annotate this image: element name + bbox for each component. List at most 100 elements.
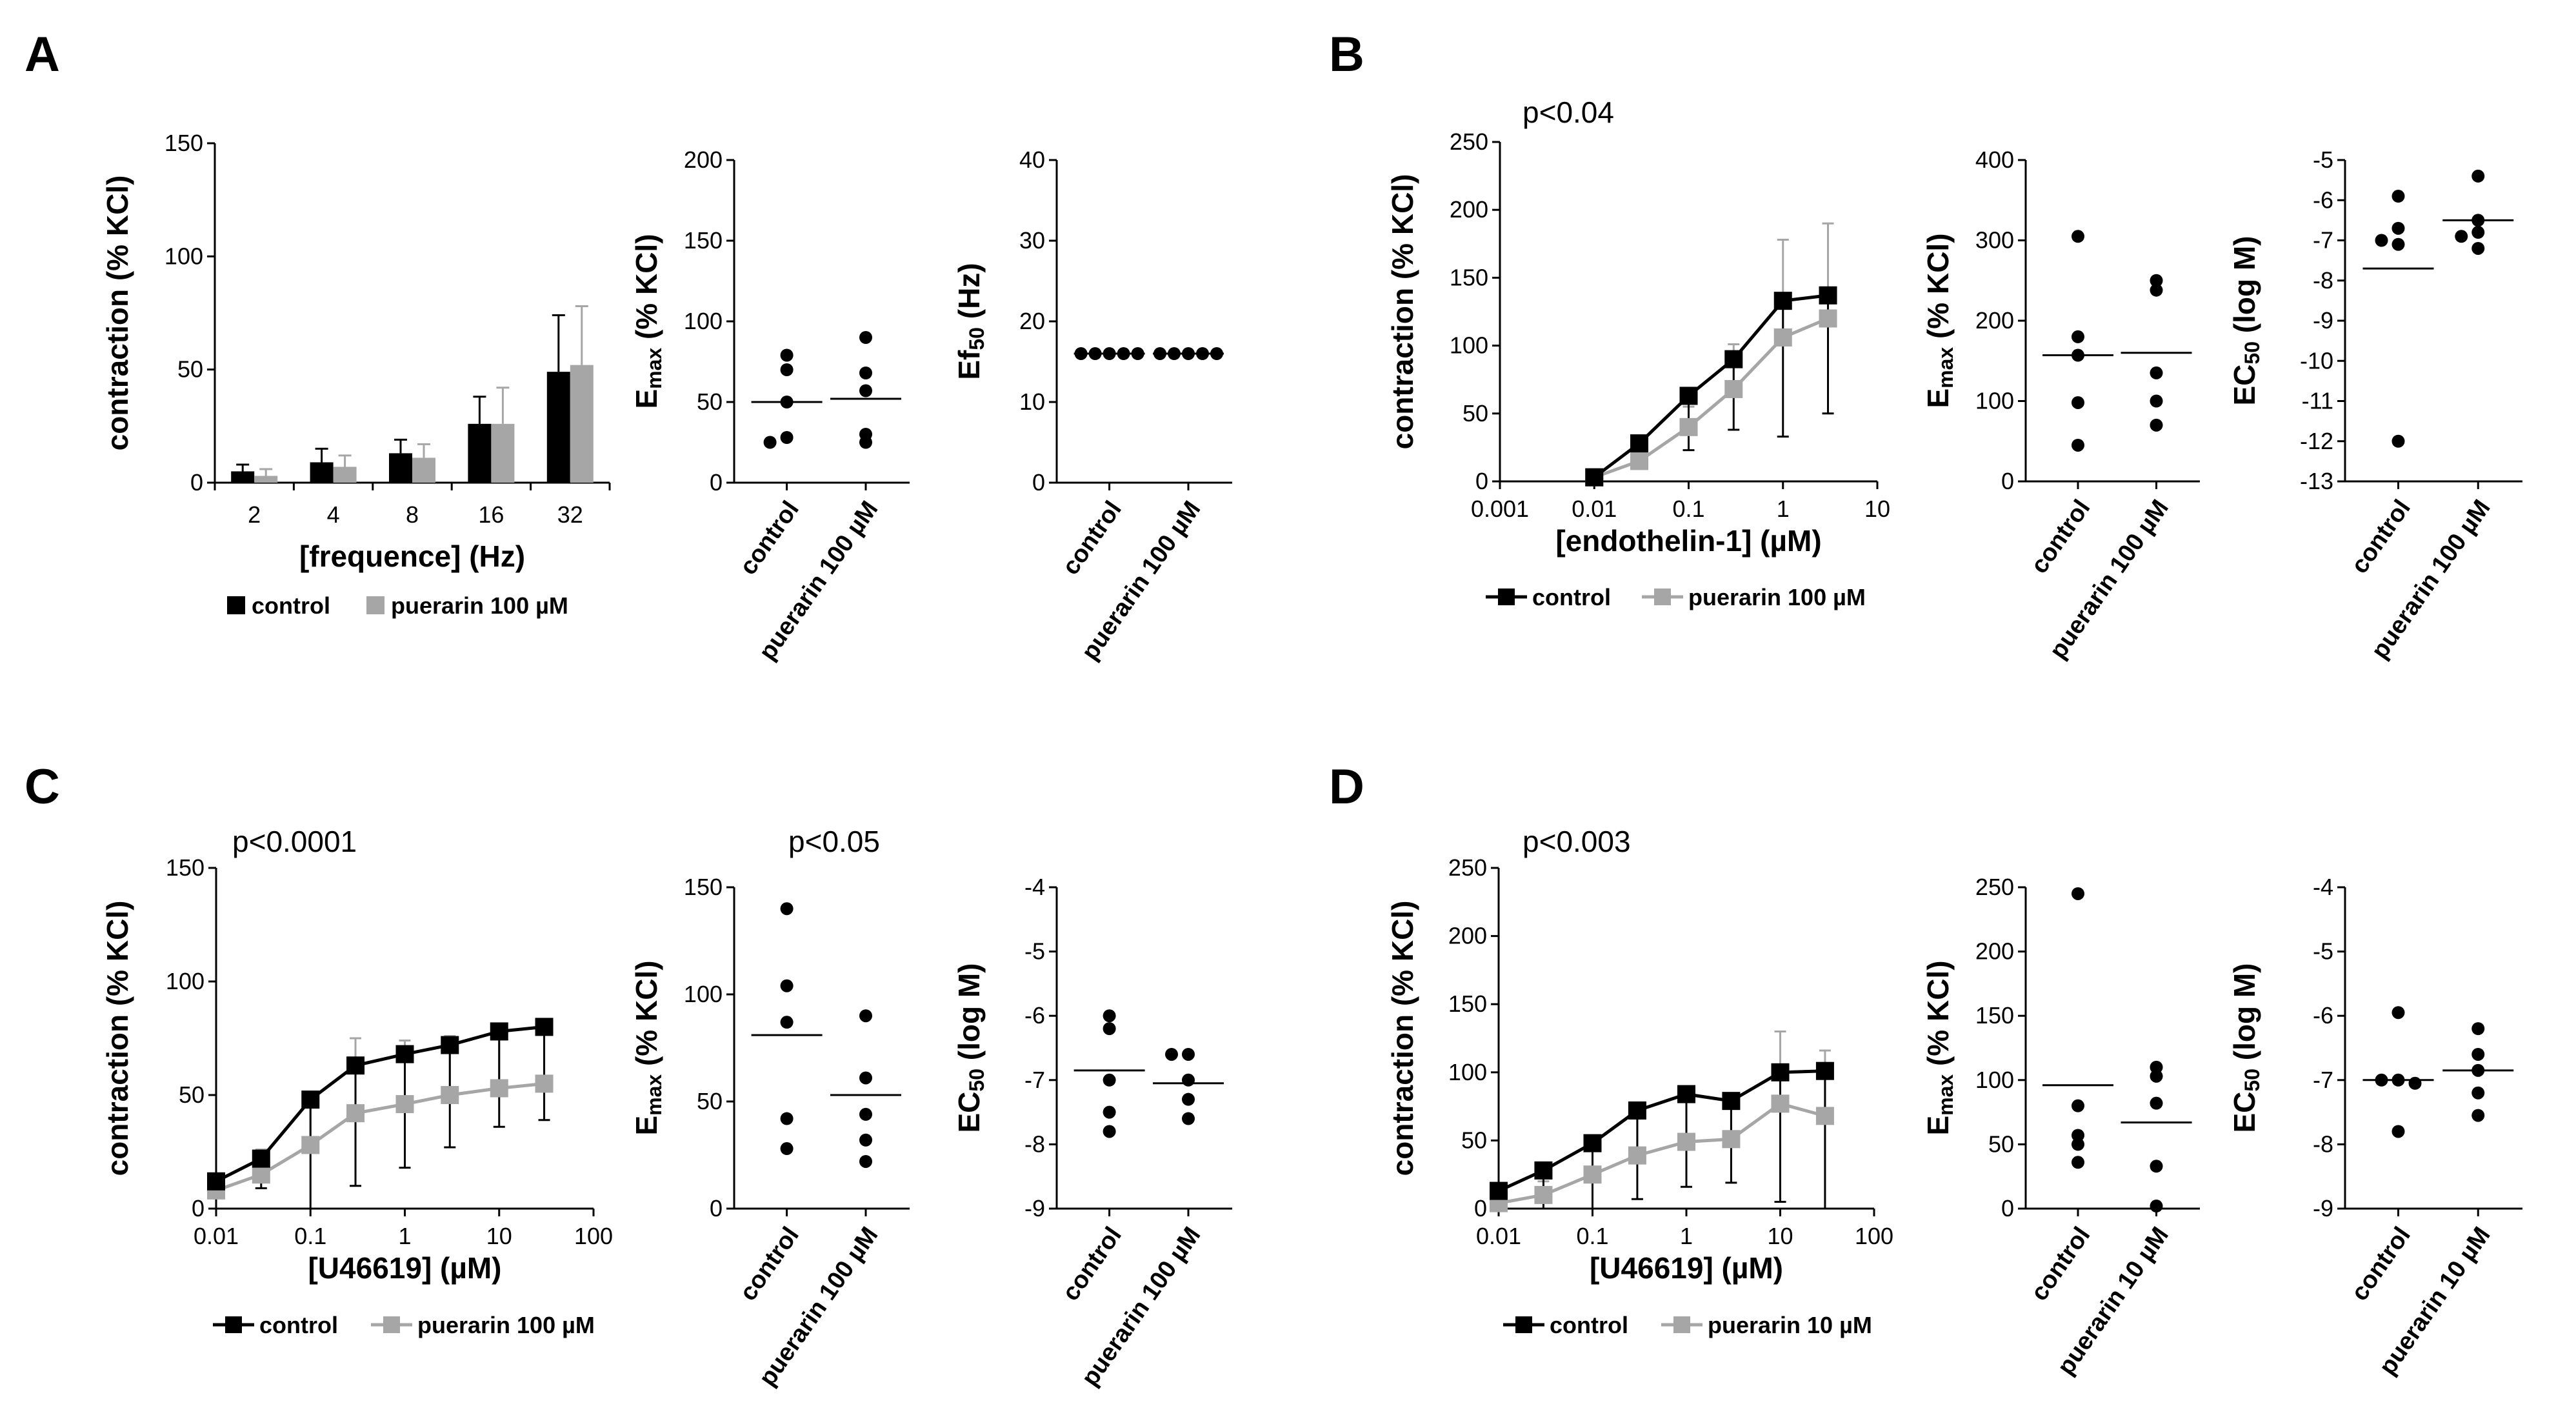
y-tick-label: 150 [1975,1002,2014,1029]
data-point [2150,394,2163,408]
legend-marker [1515,1316,1532,1333]
data-point [1182,1112,1195,1125]
data-point [1182,347,1195,360]
data-point [1583,1165,1602,1184]
data-point [2072,396,2084,409]
data-point [780,396,794,408]
data-point [1103,347,1116,360]
legend-marker [1498,588,1515,605]
y-tick-label: 0 [192,1195,205,1222]
y-tick-label: 250 [1450,128,1488,155]
data-point [2391,237,2405,251]
data-point [2471,169,2485,183]
data-point [780,902,794,916]
x-tick-label: 32 [557,501,583,528]
data-point [1103,1105,1116,1119]
legend-marker [225,1316,242,1333]
legend-marker [383,1316,400,1333]
data-point [441,1086,459,1104]
x-tick-label: 2 [248,501,261,528]
y-tick-label: 0 [710,469,723,496]
y-tick-label: 50 [697,388,723,415]
data-point [1724,379,1743,398]
data-point [1819,309,1837,328]
y-tick-label: -9 [1024,1195,1045,1222]
data-point [2072,438,2084,452]
y-tick-label: 100 [1975,388,2014,414]
bar [333,467,357,483]
data-point [2072,1156,2084,1169]
y-tick-label: 10 [1019,388,1045,415]
data-point [395,1095,414,1114]
x-tick-label: 0.1 [294,1223,326,1249]
y-tick-label: 100 [684,981,723,1007]
data-point [859,1009,872,1023]
data-point [2471,1063,2485,1077]
y-tick-label: 200 [1975,938,2014,965]
data-point [490,1079,508,1098]
y-tick-label: 0 [710,1195,723,1222]
p-value-label: p<0.04 [1523,96,1614,129]
data-point [1165,1047,1178,1061]
data-point [2150,1160,2163,1173]
data-point [2471,226,2485,239]
y-tick-label: 100 [1448,1059,1487,1085]
bar-chart: contraction (% KCl) 0 50 100 150 2 4 8 16 32 [freq… [101,130,611,619]
bar [231,471,255,483]
data-point [2391,1073,2405,1087]
x-axis-label: [U46619] (µM) [1590,1251,1783,1285]
data-point [1103,1125,1116,1138]
data-point [1815,1061,1834,1080]
x-tick-label: 0.1 [1672,496,1704,522]
data-point [2072,1138,2084,1151]
data-point [1583,1134,1602,1152]
data-point [2391,221,2405,235]
legend-marker [1654,588,1671,605]
y-tick-label: -7 [1024,1067,1045,1093]
data-point [1773,292,1792,310]
y-tick-label: -12 [2300,428,2333,454]
x-tick-label: 10 [1767,1223,1793,1249]
legend-label: puerarin 100 µM [1688,584,1866,610]
x-category-label: control [2346,495,2416,579]
x-category-label: control [2026,1222,2095,1306]
bar [546,372,570,483]
y-tick-label: 50 [179,1081,205,1108]
data-point [441,1036,459,1054]
y-tick-label: -6 [2313,186,2333,213]
x-tick-label: 0.01 [1572,496,1617,522]
y-axis-label: EC50 (log M) [2228,963,2264,1133]
data-point [1182,1047,1195,1061]
dot-plot: EC50 (log M) -13 -12 -11 -10 -9 -8 -7 -6 -5 contro… [2228,146,2522,664]
dot-plot: Emax (% KCl)0100200300400controlpuerarin… [1921,146,2200,664]
y-tick-label: 150 [165,130,203,156]
y-tick-label: 200 [1975,307,2014,334]
data-point [1103,1022,1116,1036]
data-point [1722,1092,1741,1111]
y-tick-label: -5 [1024,938,1045,965]
y-tick-label: 250 [1448,854,1487,881]
y-tick-label: 0 [2001,1195,2014,1222]
data-point [1103,1073,1116,1087]
data-point [2391,1006,2405,1020]
x-tick-label: 0.001 [1471,496,1529,522]
x-tick-label: 8 [406,501,419,528]
data-point [1168,347,1181,360]
data-point [780,348,794,362]
y-tick-label: 0 [1475,468,1488,494]
line-chart: p<0.04 contraction (% KCl) 0 50 100 150 200 250… [1386,96,1890,610]
data-point [859,1133,872,1147]
y-tick-label: -10 [2300,347,2333,374]
legend-label: control [1532,584,1611,610]
x-category-label: control [2026,495,2095,579]
data-point [2375,234,2388,247]
x-category-label: control [1057,496,1127,580]
data-point [1153,347,1166,360]
x-axis-label: [endothelin-1] (µM) [1555,524,1821,558]
bar [254,476,278,483]
y-tick-label: -7 [2313,227,2333,254]
y-tick-label: 300 [1975,227,2014,254]
y-tick-label: 0 [1474,1195,1487,1222]
data-point [780,1112,794,1125]
y-axis-label: contraction (% KCl) [101,901,134,1176]
